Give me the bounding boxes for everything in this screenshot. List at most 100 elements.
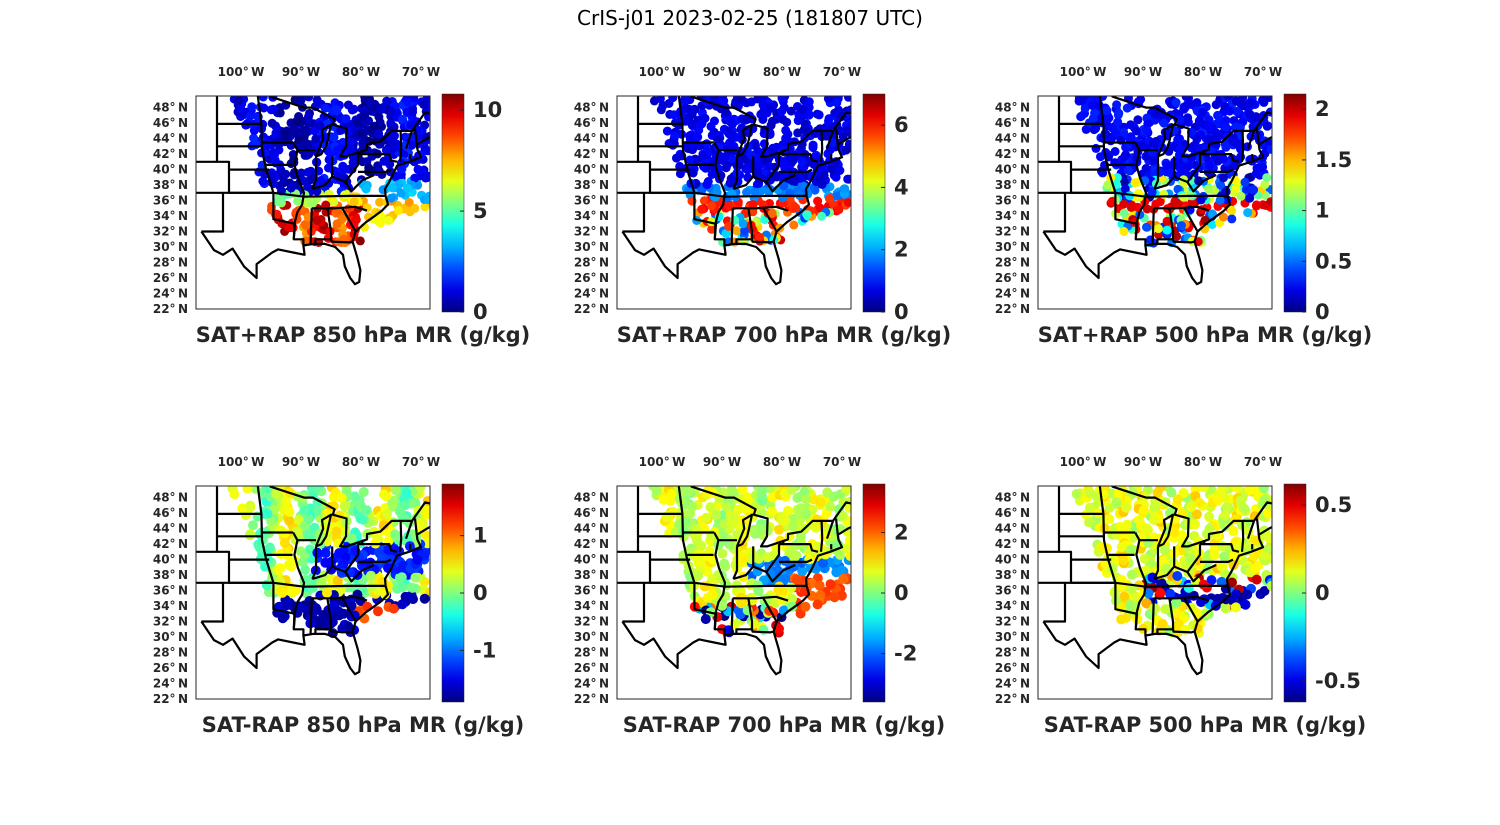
y-tick-label: 42° N (153, 537, 188, 551)
y-tick-label: 36° N (995, 194, 1030, 208)
y-tick-label: 26° N (574, 661, 609, 675)
y-tick-label: 42° N (153, 147, 188, 161)
state-border (636, 96, 726, 246)
data-point (721, 228, 731, 238)
y-tick-label: 24° N (153, 677, 188, 691)
colorbar-tick-label: 6 (894, 113, 909, 137)
data-point (421, 530, 430, 541)
data-swath (196, 486, 430, 676)
y-tick-label: 32° N (153, 615, 188, 629)
colorbar (862, 93, 886, 313)
data-point (797, 157, 807, 166)
colorbar-tick-label: 4 (894, 175, 909, 199)
y-tick-label: 40° N (995, 163, 1030, 177)
data-point (1227, 205, 1236, 215)
colorbar-tick-label: 0 (473, 300, 488, 324)
data-point (320, 548, 331, 559)
data-point (1242, 184, 1251, 194)
data-point (803, 99, 813, 109)
y-tick-label: 32° N (995, 615, 1030, 629)
data-point (841, 486, 851, 494)
colorbar (441, 93, 465, 313)
state-border (362, 542, 398, 553)
data-point (1217, 541, 1228, 552)
data-point (801, 126, 811, 136)
data-point (332, 105, 342, 115)
map-frame (195, 485, 431, 700)
data-point (815, 497, 826, 508)
data-point (1264, 96, 1272, 102)
data-point (286, 183, 296, 193)
data-point (1155, 167, 1164, 177)
state-border (398, 520, 403, 552)
data-point (1198, 486, 1209, 493)
data-point (301, 221, 311, 230)
data-point (1159, 118, 1169, 128)
data-point (1219, 510, 1230, 521)
data-point (393, 205, 403, 215)
data-point (1122, 519, 1133, 530)
y-tick-label: 24° N (995, 677, 1030, 691)
state-border (1153, 595, 1210, 602)
data-point (1142, 222, 1151, 232)
state-border (1098, 486, 1117, 584)
data-point (424, 102, 430, 112)
y-tick-label: 42° N (995, 147, 1030, 161)
state-border (309, 598, 313, 634)
data-point (293, 196, 303, 206)
data-point (738, 553, 749, 564)
data-point (396, 572, 407, 583)
data-point (338, 161, 348, 171)
data-point (294, 134, 304, 144)
data-point (355, 513, 366, 524)
data-point (332, 575, 343, 586)
state-border (1043, 582, 1067, 623)
data-swath (1038, 486, 1272, 676)
state-border (1043, 192, 1067, 233)
data-point (1084, 517, 1095, 528)
data-point (1216, 486, 1227, 496)
data-point (407, 140, 416, 150)
data-point (361, 184, 371, 194)
data-point (1260, 180, 1270, 190)
data-point (1142, 125, 1152, 135)
state-border (200, 96, 430, 286)
data-point (290, 585, 301, 596)
data-point (1159, 189, 1169, 199)
panel-title: SAT-RAP 850 hPa MR (g/kg) (202, 713, 525, 737)
data-point (1196, 117, 1205, 127)
data-point (829, 592, 840, 603)
data-point (351, 215, 361, 225)
data-point (315, 121, 325, 131)
data-point (1266, 144, 1272, 154)
y-tick-label: 22° N (995, 302, 1030, 316)
data-point (1266, 580, 1272, 591)
state-border (732, 205, 789, 212)
data-point (662, 511, 673, 522)
y-tick-label: 38° N (153, 568, 188, 582)
data-point (423, 195, 430, 205)
data-point (751, 140, 760, 150)
data-point (1118, 555, 1129, 566)
data-point (1121, 612, 1132, 623)
map-frame (1037, 95, 1273, 310)
data-point (727, 119, 737, 129)
y-tick-label: 32° N (574, 615, 609, 629)
data-point (386, 193, 396, 203)
y-tick-label: 32° N (574, 225, 609, 239)
data-swath (1038, 96, 1272, 286)
data-point (789, 552, 800, 562)
data-point (343, 100, 353, 110)
y-tick-label: 46° N (153, 116, 188, 130)
data-point (1155, 486, 1166, 493)
y-tick-label: 32° N (995, 225, 1030, 239)
data-point (303, 167, 313, 177)
data-point (778, 193, 788, 203)
data-point (1215, 195, 1225, 205)
y-tick-label: 22° N (153, 302, 188, 316)
data-point (270, 155, 280, 165)
state-border (1134, 531, 1148, 630)
state-border (750, 239, 774, 244)
data-point (1229, 161, 1239, 171)
data-point (767, 506, 778, 517)
